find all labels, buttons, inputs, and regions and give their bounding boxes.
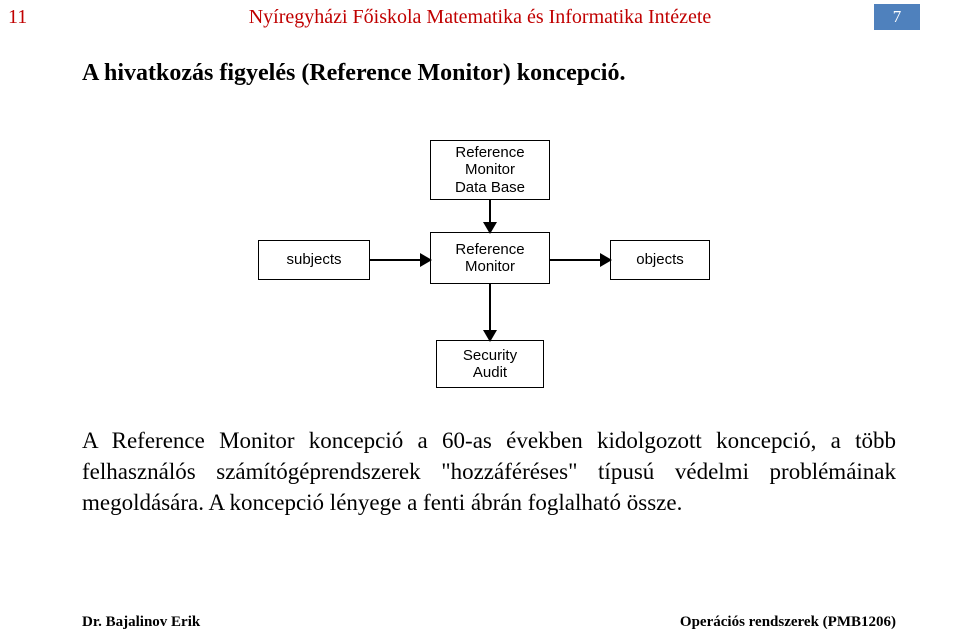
section-title: A hivatkozás figyelés (Reference Monitor… (82, 60, 900, 87)
diagram-node-label: ReferenceMonitorData Base (455, 144, 525, 196)
diagram-node-monitor: ReferenceMonitor (430, 232, 550, 284)
diagram-node-objects: objects (610, 240, 710, 280)
diagram-node-label: subjects (286, 251, 341, 268)
diagram-node-label: ReferenceMonitor (455, 241, 524, 276)
diagram-node-db: ReferenceMonitorData Base (430, 140, 550, 200)
page-number-badge: 7 (874, 4, 920, 30)
diagram-node-subjects: subjects (258, 240, 370, 280)
footer-author: Dr. Bajalinov Erik (82, 614, 200, 630)
body-paragraph: A Reference Monitor koncepció a 60-as év… (82, 425, 896, 518)
page-header: 11 Nyíregyházi Főiskola Matematika és In… (0, 6, 960, 34)
page-footer: Dr. Bajalinov Erik Operációs rendszerek … (82, 614, 896, 631)
diagram-node-label: SecurityAudit (463, 347, 517, 382)
arrowhead-right-icon (420, 253, 432, 267)
reference-monitor-diagram: ReferenceMonitorData Base subjects Refer… (210, 140, 750, 400)
diagram-node-audit: SecurityAudit (436, 340, 544, 388)
header-title: Nyíregyházi Főiskola Matematika és Infor… (0, 6, 960, 29)
footer-course: Operációs rendszerek (PMB1206) (680, 614, 896, 631)
arrowhead-down-icon (483, 330, 497, 342)
arrowhead-right-icon (600, 253, 612, 267)
arrowhead-down-icon (483, 222, 497, 234)
diagram-node-label: objects (636, 251, 684, 268)
